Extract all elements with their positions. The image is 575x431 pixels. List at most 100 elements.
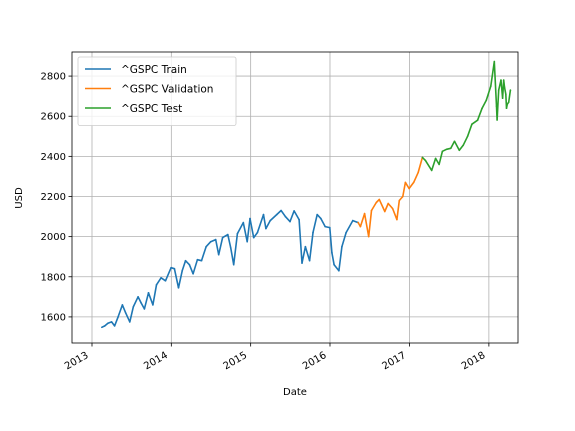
- data-point: [170, 266, 172, 269]
- data-point: [152, 304, 154, 306]
- data-point: [490, 85, 492, 87]
- data-point: [485, 99, 488, 101]
- data-point: [129, 321, 131, 323]
- plot-frame: [71, 51, 519, 344]
- data-point: [275, 213, 278, 216]
- data-point: [471, 123, 473, 125]
- legend-label: ^GSPC Train: [121, 64, 187, 76]
- data-point: [495, 105, 498, 107]
- data-point: [391, 207, 394, 210]
- data-point: [117, 316, 119, 318]
- data-point: [506, 103, 509, 105]
- data-point: [493, 60, 496, 63]
- data-point: [387, 202, 390, 205]
- data-point: [424, 159, 427, 162]
- data-point: [497, 89, 500, 91]
- data-point: [367, 235, 370, 238]
- data-point: [209, 240, 212, 243]
- y-tick-label: 2600: [41, 112, 66, 123]
- data-point: [412, 181, 415, 184]
- data-point: [184, 259, 187, 262]
- data-point: [132, 306, 135, 308]
- data-point: [205, 245, 207, 248]
- data-point: [363, 212, 366, 215]
- data-point: [160, 277, 162, 279]
- data-point: [402, 195, 404, 198]
- series-group: [357, 156, 424, 238]
- data-point: [466, 135, 469, 138]
- data-point: [421, 156, 424, 159]
- data-point: [370, 209, 373, 212]
- data-point: [104, 325, 106, 327]
- series-line: [357, 157, 424, 238]
- data-point: [502, 79, 505, 81]
- series-group: [421, 60, 512, 172]
- data-point: [110, 321, 113, 323]
- data-point: [375, 201, 378, 204]
- data-point: [269, 219, 272, 222]
- data-point: [359, 225, 362, 228]
- data-point: [124, 312, 127, 314]
- data-point: [289, 220, 291, 223]
- data-point: [458, 149, 461, 152]
- y-tick-label: 2800: [41, 72, 66, 83]
- legend-label: ^GSPC Validation: [121, 84, 213, 96]
- data-point: [143, 308, 146, 310]
- data-point: [316, 213, 319, 216]
- y-tick-label: 2400: [41, 152, 66, 163]
- legend-label: ^GSPC Test: [121, 103, 182, 115]
- data-point: [505, 93, 507, 95]
- data-point: [236, 232, 239, 235]
- data-point: [227, 233, 229, 236]
- data-point: [501, 97, 504, 99]
- data-point: [338, 270, 340, 272]
- data-point: [496, 119, 498, 121]
- data-point: [333, 263, 335, 266]
- data-point: [462, 144, 465, 147]
- data-point: [312, 231, 314, 234]
- data-point: [121, 304, 124, 306]
- data-point: [147, 292, 150, 294]
- legend: ^GSPC Train ^GSPC Validation ^GSPC Test: [77, 56, 237, 126]
- data-point: [357, 221, 360, 224]
- data-point: [196, 258, 199, 261]
- data-point: [320, 217, 322, 220]
- data-point: [155, 284, 158, 286]
- data-point: [304, 245, 307, 248]
- data-point: [284, 215, 287, 218]
- series-group: [101, 209, 360, 329]
- data-point: [453, 140, 456, 143]
- data-point: [329, 226, 331, 229]
- data-point: [140, 302, 142, 304]
- data-point: [417, 171, 420, 174]
- data-point: [200, 259, 203, 262]
- data-point: [507, 101, 510, 103]
- data-point: [265, 227, 267, 230]
- data-point: [308, 259, 311, 262]
- data-point: [438, 163, 440, 166]
- data-point: [398, 199, 401, 202]
- data-point: [113, 325, 116, 327]
- data-point: [345, 231, 347, 234]
- data-point: [408, 187, 410, 190]
- data-point: [214, 238, 217, 241]
- data-point: [280, 209, 282, 212]
- y-axis-ticks: 1600 1800 2000 2200 2400 2600 2800: [41, 72, 72, 323]
- data-point: [404, 181, 407, 184]
- data-point: [509, 89, 512, 91]
- data-point: [177, 287, 180, 289]
- data-point: [450, 147, 452, 150]
- data-point: [181, 270, 183, 272]
- y-tick-label: 2000: [41, 232, 66, 243]
- data-point: [101, 326, 103, 329]
- data-point: [192, 273, 194, 275]
- data-point: [324, 225, 327, 228]
- data-point: [430, 169, 433, 172]
- data-point: [249, 217, 251, 220]
- data-point: [352, 219, 354, 222]
- legend-box: [77, 56, 237, 126]
- data-point: [232, 263, 235, 266]
- data-point: [331, 251, 333, 254]
- data-point: [505, 107, 508, 109]
